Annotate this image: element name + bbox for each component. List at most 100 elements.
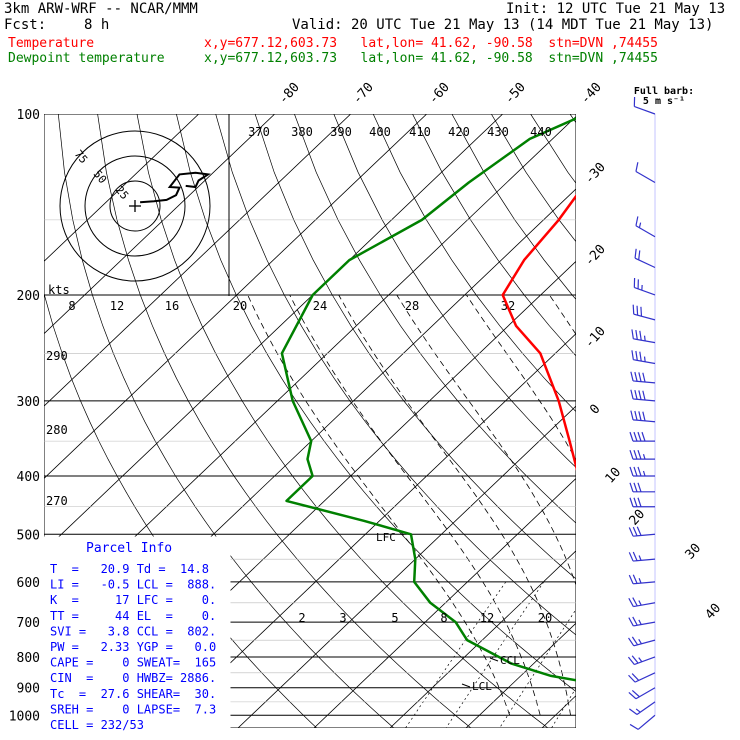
wind-barb [629,449,655,460]
mixing-ratio-line [551,687,576,728]
forecast-label: Fcst: [4,17,47,33]
wind-barb [628,672,656,683]
isotherm-line [44,114,351,407]
valid-time: Valid: 20 UTC Tue 21 May 13 (14 MDT Tue … [292,17,714,33]
barb-legend-label: Full barb: [634,86,694,97]
wind-barb-flag [629,431,634,442]
isotherm-line [618,114,740,728]
theta-tick-label: 430 [487,125,509,139]
wind-barb-flag [629,723,639,730]
wind-barb-staff [633,380,656,384]
model-title: 3km ARW-WRF -- NCAR/MMM [4,1,198,17]
ccl-marker-label: CCL [500,654,520,667]
wind-barb-flag [633,466,638,477]
wind-barb [628,597,656,608]
wind-barb [631,350,656,365]
dewpoint-legend-label: Dewpoint temperature [8,51,165,66]
dewpoint-location-info: x,y=677.12,603.73 lat,lon= 41.62, -90.58… [204,51,658,66]
wind-barb-flag [639,330,642,341]
isotherm-line [694,114,740,728]
wind-barb-flag [628,692,637,700]
hodograph-trace [140,171,211,204]
dry-adiabat-line [57,114,395,728]
temperature-legend-label: Temperature [8,36,95,51]
wind-barb [632,304,656,321]
hodograph-axis-label: 28 [405,299,419,313]
wind-barb-staff [634,105,656,115]
wind-barb-flag [636,526,642,536]
wind-barb [627,655,656,666]
dewpoint-profile-line [280,117,576,682]
hodograph-axis-label: 16 [165,299,179,313]
hodograph-ring-label: 75 [72,148,90,167]
wind-barb-flag [634,410,638,421]
wind-barb-flag [630,371,634,382]
wind-barb [629,466,655,477]
mixing-ratio-line [499,608,576,728]
parcel-info-row: CIN = 0 HWBZ= 2886. [50,671,216,685]
temperature-tick-label: -60 [426,80,453,107]
pressure-tick-label: 1000 [9,709,40,724]
pressure-tick-label: 700 [17,616,40,631]
theta-tick-label-left: 270 [46,494,68,508]
mixing-ratio-line [445,581,545,728]
wind-barb-staff [633,398,656,402]
theta-tick-label: 380 [291,125,313,139]
parcel-info-row: Tc = 27.6 SHEAR= 30. [50,687,216,701]
theta-tick-label: 370 [248,125,270,139]
hodograph-ring [84,155,186,257]
wind-barb [628,636,656,647]
temperature-profile-line [501,194,576,471]
wind-barb [628,687,656,700]
mixing-ratio-tick-label: 5 [391,611,398,625]
temperature-tick-label: 40 [703,601,725,623]
theta-tick-label: 390 [330,125,352,139]
moist-adiabat-line [723,295,740,715]
isotherm-line [44,114,199,262]
wind-barb-flag [642,411,646,422]
wind-barb-flag [632,526,638,537]
moist-adiabat-line [396,294,576,587]
wind-barb-flag [629,708,638,715]
wind-barb-flag [628,597,634,607]
wind-barb-flag [627,656,635,665]
theta-tick-label: 410 [409,125,431,139]
dry-adiabat-line [136,114,549,728]
wind-barb-staff [634,286,656,296]
pressure-tick-label: 400 [17,470,40,485]
theta-tick-label-left: 290 [46,349,68,363]
wind-barb-flag [630,389,634,400]
wind-barb-flag [631,636,639,646]
isotherm-line [161,333,576,728]
lfc-marker-label: LFC [376,531,396,544]
dry-adiabat-line [688,114,740,728]
theta-tick-label-left: 280 [46,423,68,437]
wind-barb [628,526,656,537]
wind-barb-flag [638,411,642,421]
forecast-hours: 8 h [84,17,110,33]
pressure-tick-label: 600 [17,576,40,591]
wind-barb [633,277,656,296]
wind-barb-flag [632,304,635,315]
dry-adiabat-line [649,114,740,728]
pressure-tick-label: 800 [17,651,40,666]
wind-barb [629,714,656,730]
wind-barb-half-flag [635,708,641,713]
wind-barb-half-flag [638,639,642,645]
temperature-tick-label: -20 [582,242,609,269]
wind-barb-flag [637,466,642,477]
dry-adiabat-line [176,114,576,693]
wind-barb-flag [637,497,642,507]
pressure-tick-label: 900 [17,682,40,697]
wind-barb-flag [628,674,636,683]
moist-adiabat-line [466,294,576,461]
wind-barb-half-flag [638,619,642,625]
isotherm-line [44,114,503,552]
moist-adiabat-line [549,294,576,336]
ccl-marker-tick [489,657,499,662]
parcel-info-title: Parcel Info [86,541,172,556]
mixing-ratio-tick-label: 12 [480,611,494,625]
wind-barb [629,431,655,442]
moist-adiabat-line [247,294,511,716]
